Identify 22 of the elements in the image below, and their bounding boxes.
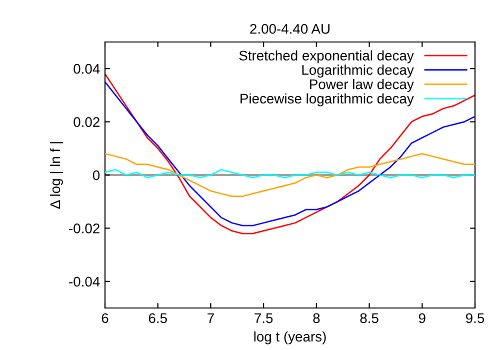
- line-series: [105, 168, 475, 178]
- x-tick-label: 9: [418, 313, 426, 324]
- x-tick-label: 7: [208, 313, 214, 323]
- line-series: [105, 153, 475, 197]
- x-tick-label: 8.5: [360, 313, 378, 324]
- legend-label: Logarithmic decay: [302, 64, 414, 78]
- y-tick-label: 0.04: [74, 64, 100, 74]
- x-axis-title: log t (years): [254, 331, 326, 344]
- x-tick-label: 6.5: [148, 313, 167, 324]
- y-axis-title: Δ log | ln f |: [50, 142, 63, 209]
- chart-title: 2.00-4.40 AU: [250, 24, 330, 34]
- x-tick-label: 8: [313, 313, 320, 324]
- x-tick-label: 9.5: [466, 313, 484, 324]
- legend-label: Piecewise logarithmic decay: [240, 93, 414, 106]
- legend-label: Stretched exponential decay: [239, 50, 414, 64]
- y-tick-label: -0.02: [69, 224, 100, 234]
- y-tick-label: 0.02: [74, 117, 100, 127]
- legend-label: Power law decay: [310, 79, 414, 92]
- x-tick-label: 7.5: [254, 313, 273, 324]
- y-tick-label: -0.04: [69, 276, 100, 287]
- x-tick-label: 6: [102, 313, 108, 324]
- y-tick-label: 0: [92, 170, 100, 180]
